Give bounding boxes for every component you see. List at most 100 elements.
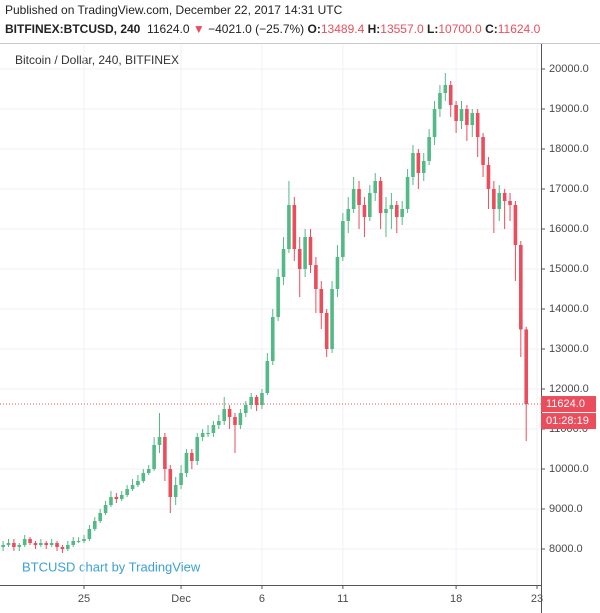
candle-body — [416, 153, 421, 173]
candle-body — [378, 181, 383, 213]
candle-body — [341, 221, 345, 257]
candle-body — [146, 469, 151, 473]
y-tick-label: 9000.0 — [549, 503, 583, 515]
x-tick-label: Dec — [171, 593, 191, 605]
candle-body — [157, 437, 162, 445]
candle-body — [190, 453, 194, 461]
candle-body — [281, 249, 286, 277]
candle-body — [448, 85, 453, 105]
candle-body — [265, 361, 270, 393]
candle-body — [152, 445, 156, 469]
candle-body — [28, 539, 32, 543]
candle-body — [432, 109, 437, 137]
candle-body — [141, 473, 146, 481]
candle-body — [12, 543, 16, 547]
candle-body — [389, 205, 394, 209]
candle-body — [87, 529, 92, 539]
candle-body — [276, 277, 280, 317]
candle-body — [335, 257, 340, 289]
candle-body — [421, 161, 426, 173]
candle-body — [308, 237, 313, 265]
candle-body — [200, 433, 205, 437]
candle-body — [481, 137, 485, 165]
candle-body — [92, 521, 97, 529]
y-tick-label: 15000.0 — [549, 263, 589, 275]
candle-body — [411, 153, 415, 177]
y-tick-label: 8000.0 — [549, 543, 583, 555]
published: Published on TradingView.com, December 2… — [5, 3, 343, 17]
candle-body — [109, 497, 113, 505]
candle-body — [173, 485, 178, 497]
candle-body — [486, 165, 491, 189]
candle-body — [163, 437, 167, 469]
candle-body — [362, 205, 367, 217]
symbol: BITFINEX:BTCUSD, 240 — [5, 22, 141, 36]
candle-body — [217, 421, 221, 425]
candle-body — [292, 205, 297, 249]
last: 11624.0 — [147, 22, 190, 36]
c: 11624.0 — [497, 22, 541, 36]
watermark: BTCUSD chart by TradingView — [22, 559, 201, 574]
candle-body — [368, 193, 372, 217]
candle-body — [405, 177, 410, 209]
x-tick-label: 25 — [78, 593, 90, 605]
candle-body — [454, 105, 458, 121]
y-tick-label: 12000.0 — [549, 383, 589, 395]
candle-body — [513, 205, 518, 245]
legend-title: Bitcoin / Dollar, 240, BITFINEX — [15, 53, 179, 67]
candle-body — [346, 209, 351, 221]
candle-body — [114, 497, 119, 499]
last-price-label: 11624.0 — [546, 398, 585, 410]
candle-body — [303, 237, 307, 269]
candle-body — [60, 547, 65, 549]
candle-body — [195, 437, 200, 461]
candle-body — [103, 505, 108, 513]
candle-body — [6, 543, 11, 545]
candle-body — [238, 413, 243, 425]
c-label: C: — [485, 22, 498, 36]
countdown: 01:28:19 — [546, 415, 589, 427]
candle-body — [211, 425, 216, 433]
y-tick-label: 10000.0 — [549, 463, 589, 475]
y-tick-label: 16000.0 — [549, 223, 589, 235]
x-tick-label: 11 — [337, 593, 348, 605]
candle-body — [243, 405, 248, 413]
candle-body — [400, 209, 404, 217]
candle-body — [66, 545, 70, 549]
candle-body — [98, 513, 102, 521]
candle-body — [427, 137, 431, 161]
candle-body — [470, 113, 475, 125]
candle-body — [324, 313, 329, 349]
candle-body — [319, 289, 324, 313]
l: 10700.0 — [438, 22, 482, 36]
grid — [0, 45, 541, 585]
candle-body — [76, 541, 81, 542]
change: −4021.0 (−25.7%) — [208, 22, 305, 36]
candle-body — [270, 317, 275, 361]
candle-body — [443, 85, 448, 93]
candle-body — [55, 543, 59, 547]
candle-body — [502, 193, 507, 201]
y-tick-label: 20000.0 — [549, 63, 589, 75]
candle-body — [136, 481, 140, 485]
candle-body — [459, 109, 464, 121]
candle-body — [475, 113, 480, 137]
candle-body — [287, 205, 291, 249]
y-tick-label: 14000.0 — [549, 303, 589, 315]
candle-body — [1, 545, 5, 547]
candle-body — [351, 189, 356, 209]
last-price-box — [541, 396, 596, 413]
candle-body — [465, 109, 469, 125]
y-tick-label: 18000.0 — [549, 143, 589, 155]
candle-body — [394, 205, 399, 217]
candle-body — [44, 543, 49, 545]
candle-body — [254, 397, 259, 405]
candle-body — [17, 545, 22, 547]
candle-body — [82, 539, 86, 541]
candle-body — [33, 543, 38, 545]
candle-body — [130, 485, 135, 489]
y-tick-label: 17000.0 — [549, 183, 589, 195]
header: Published on TradingView.com, December 2… — [0, 0, 600, 42]
candle-body — [206, 433, 210, 434]
l-label: L: — [427, 22, 439, 36]
